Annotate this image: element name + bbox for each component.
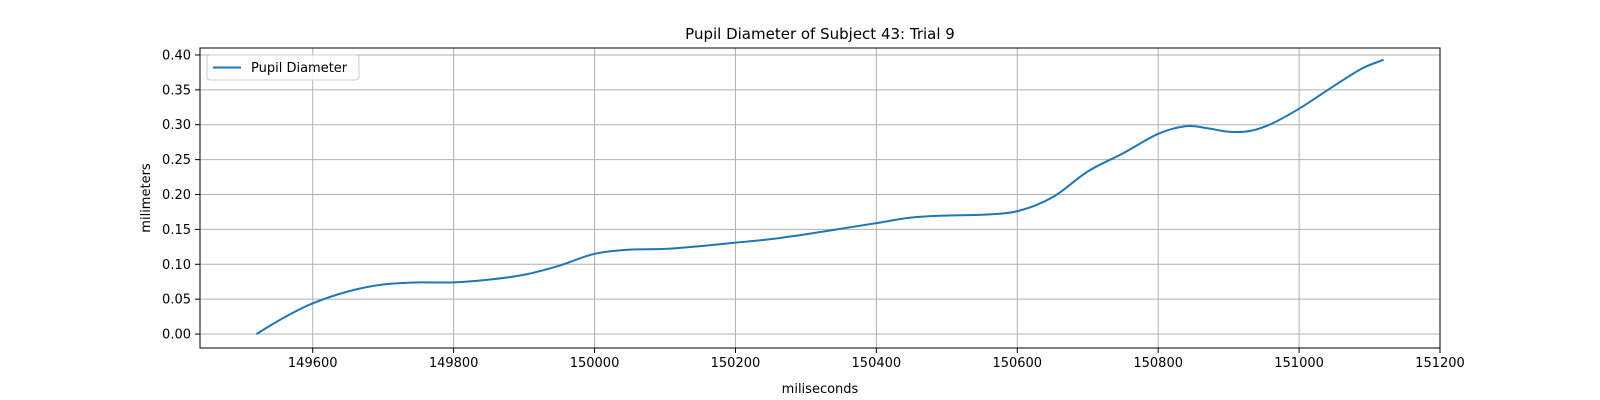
x-tick-label: 150800 xyxy=(1133,356,1183,371)
x-tick-label: 150600 xyxy=(992,356,1042,371)
series-layer xyxy=(255,58,1385,335)
x-axis-title: miliseconds xyxy=(782,382,859,397)
x-tick-label: 149600 xyxy=(288,356,338,371)
y-tick-label: 0.10 xyxy=(162,258,191,273)
y-tick-label: 0.30 xyxy=(162,118,191,133)
y-axis-title: milimeters xyxy=(139,163,154,233)
y-tick-label: 0.05 xyxy=(162,293,191,308)
x-tick-label: 151000 xyxy=(1274,356,1324,371)
series-line-pupil-diameter xyxy=(255,58,1385,335)
y-tick-label: 0.00 xyxy=(162,328,191,343)
legend-label-pupil-diameter: Pupil Diameter xyxy=(251,61,348,76)
chart-title: Pupil Diameter of Subject 43: Trial 9 xyxy=(685,25,955,43)
x-tick-label: 150200 xyxy=(711,356,761,371)
grid xyxy=(200,48,1441,348)
y-tick-label: 0.40 xyxy=(162,48,191,63)
x-tick-label: 150400 xyxy=(852,356,902,371)
x-axis: 149600 149800 150000 150200 150400 150600 1508… xyxy=(288,348,1465,371)
y-axis: 0.00 0.05 0.10 0.15 0.20 0.25 0.30 0.35 0.40 xyxy=(162,48,200,343)
plot-frame xyxy=(199,47,1441,349)
x-tick-label: 151200 xyxy=(1415,356,1465,371)
y-tick-label: 0.20 xyxy=(162,188,191,203)
legend: Pupil Diameter xyxy=(206,54,360,81)
legend-box xyxy=(206,54,360,81)
x-tick-label: 150000 xyxy=(570,356,620,371)
y-tick-label: 0.35 xyxy=(162,83,191,98)
y-tick-label: 0.15 xyxy=(162,223,191,238)
y-tick-label: 0.25 xyxy=(162,153,191,168)
x-tick-label: 149800 xyxy=(429,356,479,371)
